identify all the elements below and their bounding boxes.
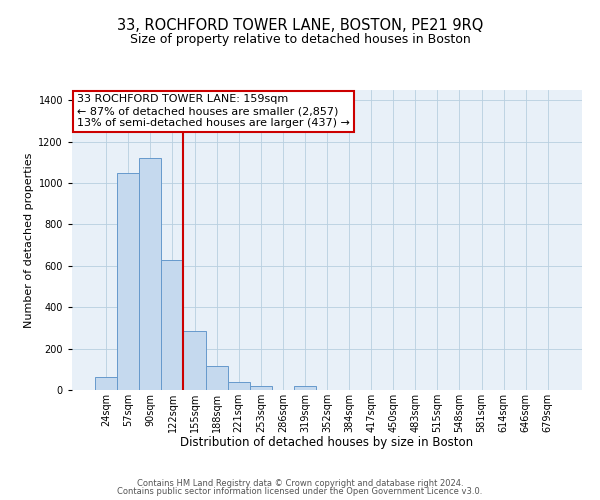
Y-axis label: Number of detached properties: Number of detached properties <box>24 152 34 328</box>
Bar <box>206 366 227 390</box>
Bar <box>294 386 316 390</box>
Bar <box>139 158 161 390</box>
Text: Contains public sector information licensed under the Open Government Licence v3: Contains public sector information licen… <box>118 487 482 496</box>
Bar <box>227 382 250 390</box>
Text: Contains HM Land Registry data © Crown copyright and database right 2024.: Contains HM Land Registry data © Crown c… <box>137 478 463 488</box>
Text: 33 ROCHFORD TOWER LANE: 159sqm
← 87% of detached houses are smaller (2,857)
13% : 33 ROCHFORD TOWER LANE: 159sqm ← 87% of … <box>77 94 350 128</box>
X-axis label: Distribution of detached houses by size in Boston: Distribution of detached houses by size … <box>181 436 473 450</box>
Text: Size of property relative to detached houses in Boston: Size of property relative to detached ho… <box>130 32 470 46</box>
Bar <box>161 260 184 390</box>
Text: 33, ROCHFORD TOWER LANE, BOSTON, PE21 9RQ: 33, ROCHFORD TOWER LANE, BOSTON, PE21 9R… <box>117 18 483 32</box>
Bar <box>95 376 117 390</box>
Bar <box>117 173 139 390</box>
Bar <box>250 386 272 390</box>
Bar <box>184 331 206 390</box>
